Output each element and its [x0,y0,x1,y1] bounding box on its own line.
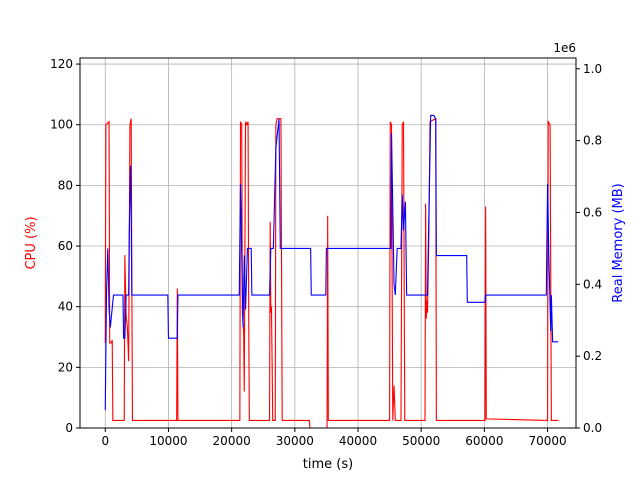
y-right-tick-label: 0.2 [583,349,602,363]
y-right-tick-label: 0.8 [583,134,602,148]
grid [80,58,576,429]
y-right-axis-ticks: 0.0 0.2 0.4 0.6 0.8 1.0 [576,62,602,435]
y-right-tick-label: 0.6 [583,205,602,219]
y-right-tick-label: 0.4 [583,277,602,291]
x-tick-label: 20000 [213,434,251,448]
x-tick-label: 70000 [528,434,566,448]
y-left-tick-label: 120 [50,57,73,71]
memory-line [104,114,559,411]
x-tick-label: 60000 [465,434,503,448]
y-left-tick-label: 60 [58,239,73,253]
y-left-axis-ticks: 0 20 40 60 80 100 120 [50,57,80,435]
memory-series [104,114,559,411]
y-left-axis-label: CPU (%) [24,216,39,269]
y-left-tick-label: 80 [58,178,73,192]
x-axis-label: time (s) [303,457,353,472]
y-left-tick-label: 100 [50,118,73,132]
plot-frame [79,57,577,429]
y-left-tick-label: 40 [58,300,73,314]
y-right-tick-label: 0.0 [583,421,602,435]
x-tick-label: 0 [101,434,109,448]
x-tick-label: 40000 [339,434,377,448]
x-tick-label: 10000 [149,434,187,448]
x-tick-label: 30000 [276,434,314,448]
y-right-tick-label: 1.0 [583,62,602,76]
cpu-series [104,117,559,429]
x-tick-label: 50000 [402,434,440,448]
y-right-axis-label: Real Memory (MB) [611,183,626,302]
y-left-tick-label: 0 [65,421,73,435]
y-left-tick-label: 20 [58,360,73,374]
x-axis-ticks: 0 10000 20000 30000 40000 50000 60000 70000 [101,428,567,448]
cpu-line [104,117,559,429]
right-axis-offset-text: 1e6 [553,41,576,55]
